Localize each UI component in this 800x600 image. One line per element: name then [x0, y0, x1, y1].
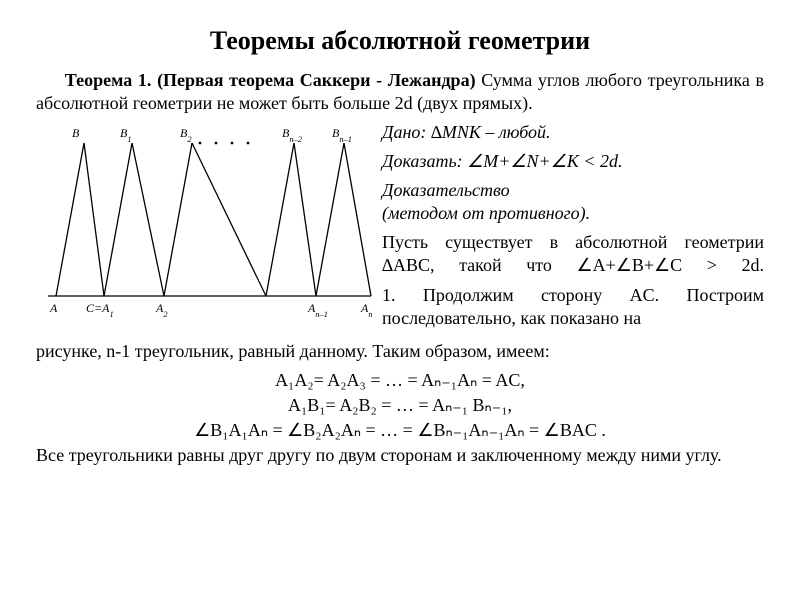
- closing-sentence: Все треугольники равны друг другу по дву…: [36, 444, 764, 467]
- svg-text:Bn–2: Bn–2: [282, 126, 302, 144]
- svg-text:A: A: [49, 301, 58, 315]
- saccheri-construction-figure: B B1 B2 Bn–2 Bn–1 A C=A1 A2 An–1 An: [36, 121, 378, 326]
- after-figure-line: рисунке, n-1 треугольник, равный данному…: [36, 340, 764, 363]
- given-line: Дано: ∆MNK – любой.: [382, 121, 764, 144]
- right-text-column: Дано: ∆MNK – любой. Доказать: ∠M+∠N+∠K <…: [382, 121, 764, 335]
- equation-2: A₁B₁= A₂B₂ = … = Aₙ₋₁ Bₙ₋₁,: [36, 394, 764, 417]
- svg-text:An–1: An–1: [307, 301, 328, 319]
- figure-text-row: B B1 B2 Bn–2 Bn–1 A C=A1 A2 An–1 An Дано: ∆MNK – …: [36, 121, 764, 335]
- prove-line: Доказать: ∠M+∠N+∠K < 2d.: [382, 150, 764, 173]
- equation-1: A₁A₂= A₂A₃ = … = Aₙ₋₁Aₙ = AC,: [36, 369, 764, 392]
- theorem-statement: Теорема 1. (Первая теорема Саккери - Леж…: [36, 69, 764, 115]
- equation-3: ∠B₁A₁Aₙ = ∠B₂A₂Aₙ = … = ∠Bₙ₋₁Aₙ₋₁Aₙ = ∠B…: [36, 419, 764, 442]
- svg-text:B: B: [72, 126, 80, 140]
- figure-column: B B1 B2 Bn–2 Bn–1 A C=A1 A2 An–1 An: [36, 121, 378, 326]
- proof-block-2: 1. Продолжим сторону AC. Построим послед…: [382, 284, 764, 330]
- svg-text:An: An: [360, 301, 373, 319]
- svg-text:C=A1: C=A1: [86, 301, 114, 319]
- proof-block-1: Пусть существует в абсолютной геометрии …: [382, 231, 764, 277]
- svg-text:B1: B1: [120, 126, 132, 144]
- proof-heading-2: (методом от противного).: [382, 202, 764, 225]
- svg-text:B2: B2: [180, 126, 192, 144]
- svg-text:A2: A2: [155, 301, 168, 319]
- theorem-label: Теорема 1.: [65, 70, 152, 90]
- theorem-name: (Первая теорема Саккери - Лежандра): [157, 70, 476, 90]
- proof-heading-1: Доказательство: [382, 179, 764, 202]
- svg-text:Bn–1: Bn–1: [332, 126, 352, 144]
- page-title: Теоремы абсолютной геометрии: [36, 24, 764, 57]
